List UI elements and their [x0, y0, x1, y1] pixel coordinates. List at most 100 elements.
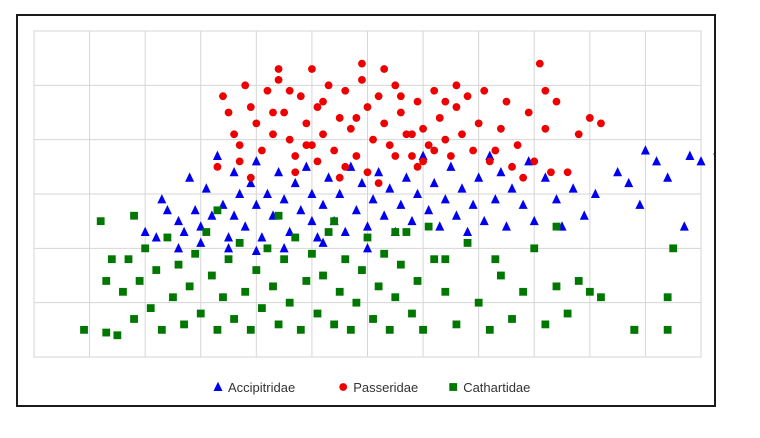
point-passeridae: [419, 124, 427, 133]
point-passeridae: [335, 173, 344, 182]
point-passeridae: [424, 141, 433, 149]
point-accipitridae: [229, 210, 239, 220]
point-passeridae: [585, 114, 594, 122]
point-accipitridae: [151, 232, 161, 242]
point-accipitridae: [296, 205, 306, 215]
point-accipitridae: [301, 161, 311, 171]
point-cathartidae: [252, 266, 261, 274]
point-passeridae: [497, 124, 505, 133]
point-accipitridae: [507, 183, 517, 193]
point-cathartidae: [146, 304, 155, 312]
point-passeridae: [563, 168, 572, 177]
point-accipitridae: [518, 199, 528, 209]
point-passeridae: [430, 146, 439, 155]
point-accipitridae: [663, 172, 673, 182]
legend-marker-passeridae: [339, 383, 348, 391]
point-accipitridae: [190, 205, 200, 215]
point-passeridae: [319, 130, 327, 139]
point-accipitridae: [340, 226, 350, 237]
point-passeridae: [358, 59, 366, 68]
point-cathartidae: [313, 309, 322, 318]
point-accipitridae: [424, 205, 434, 215]
point-cathartidae: [441, 287, 450, 296]
point-passeridae: [285, 86, 294, 95]
point-passeridae: [363, 103, 372, 111]
point-passeridae: [402, 130, 411, 139]
point-cathartidae: [163, 233, 172, 242]
point-passeridae: [541, 86, 550, 95]
point-accipitridae: [229, 166, 239, 177]
point-passeridae: [552, 97, 561, 106]
point-accipitridae: [357, 177, 367, 188]
point-cathartidae: [385, 325, 394, 334]
point-accipitridae: [185, 172, 195, 182]
point-accipitridae: [468, 199, 478, 209]
point-cathartidae: [119, 287, 127, 296]
point-accipitridae: [485, 150, 495, 160]
scatter-chart: Accipitridae Passeridae Cathartidae: [33, 30, 714, 395]
point-accipitridae: [579, 210, 589, 220]
point-cathartidae: [391, 228, 400, 236]
point-cathartidae: [408, 309, 416, 318]
point-cathartidae: [491, 255, 500, 264]
point-passeridae: [441, 135, 450, 144]
point-passeridae: [230, 130, 239, 139]
point-cathartidae: [541, 320, 550, 329]
point-accipitridae: [307, 188, 317, 198]
point-passeridae: [391, 152, 400, 160]
point-accipitridae: [463, 226, 473, 237]
point-passeridae: [408, 130, 416, 139]
point-passeridae: [346, 124, 355, 133]
point-accipitridae: [640, 145, 650, 155]
point-cathartidae: [508, 315, 516, 323]
point-accipitridae: [624, 177, 634, 188]
point-accipitridae: [379, 210, 389, 220]
point-cathartidae: [124, 255, 133, 264]
point-passeridae: [308, 141, 316, 149]
point-cathartidae: [263, 244, 272, 253]
legend-marker-cathartidae: [449, 383, 458, 391]
point-passeridae: [597, 119, 605, 128]
point-accipitridae: [201, 183, 211, 193]
point-cathartidae: [246, 325, 255, 334]
point-cathartidae: [424, 222, 433, 231]
point-cathartidae: [180, 320, 188, 329]
point-accipitridae: [713, 152, 714, 155]
point-passeridae: [380, 65, 389, 73]
point-cathartidae: [302, 277, 311, 285]
point-accipitridae: [196, 237, 206, 247]
point-cathartidae: [280, 255, 289, 264]
point-accipitridae: [363, 221, 372, 231]
point-cathartidae: [374, 282, 383, 291]
point-cathartidae: [330, 320, 339, 329]
point-cathartidae: [552, 222, 561, 231]
point-cathartidae: [107, 255, 116, 264]
point-passeridae: [430, 86, 439, 95]
point-accipitridae: [685, 150, 695, 160]
legend-marker-accipitridae: [213, 381, 223, 391]
data-marks: [80, 59, 714, 340]
point-accipitridae: [418, 150, 428, 160]
point-accipitridae: [679, 221, 689, 231]
point-passeridae: [291, 168, 300, 177]
point-cathartidae: [419, 325, 427, 334]
point-accipitridae: [157, 194, 167, 204]
point-cathartidae: [441, 255, 450, 264]
point-cathartidae: [402, 228, 411, 236]
point-cathartidae: [274, 211, 283, 220]
point-accipitridae: [312, 232, 322, 242]
point-cathartidae: [391, 293, 400, 302]
point-cathartidae: [130, 211, 138, 220]
legend-label-accipitridae: Accipitridae: [228, 380, 295, 395]
point-accipitridae: [446, 161, 456, 171]
point-accipitridae: [374, 166, 384, 177]
legend-label-passeridae: Passeridae: [353, 380, 418, 395]
point-passeridae: [235, 157, 244, 166]
point-accipitridae: [307, 215, 317, 226]
point-cathartidae: [257, 304, 266, 312]
point-passeridae: [269, 130, 277, 139]
point-cathartidae: [485, 325, 494, 334]
point-accipitridae: [162, 205, 172, 215]
point-accipitridae: [635, 199, 645, 209]
point-cathartidae: [219, 293, 227, 302]
